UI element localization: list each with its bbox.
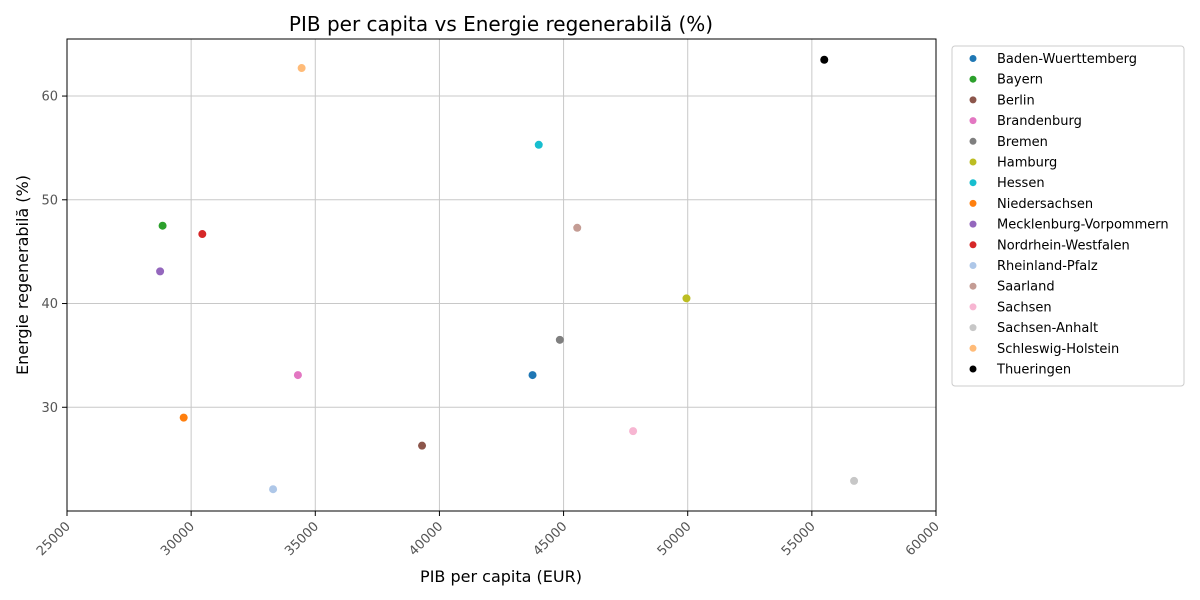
legend-entry: Nordrhein-Westfalen xyxy=(997,238,1130,253)
chart-title: PIB per capita vs Energie regenerabilă (… xyxy=(289,12,713,36)
legend-marker xyxy=(969,75,977,83)
x-tick-label: 50000 xyxy=(655,519,695,559)
legend-marker xyxy=(969,55,977,62)
x-axis-ticks: 25000 30000 35000 40000 45000 50000 55000 60000 xyxy=(34,511,943,559)
x-tick-label: 45000 xyxy=(531,519,571,559)
grid-lines xyxy=(66,39,937,511)
legend-entry: Berlin xyxy=(997,93,1035,108)
y-tick-label: 30 xyxy=(41,401,58,416)
legend-entry: Sachsen-Anhalt xyxy=(997,321,1098,336)
legend-entry: Baden-Wuerttemberg xyxy=(997,52,1137,67)
legend-entry: Bayern xyxy=(997,73,1043,88)
data-point xyxy=(198,230,207,239)
legend-marker xyxy=(969,220,977,228)
y-tick-label: 40 xyxy=(41,297,58,312)
legend-entry: Hamburg xyxy=(997,156,1057,171)
data-point xyxy=(158,221,167,230)
y-axis-label: Energie regenerabilă (%) xyxy=(13,175,32,375)
legend-marker xyxy=(969,199,977,207)
legend-marker xyxy=(969,365,977,373)
legend-marker xyxy=(969,117,977,125)
x-tick-label: 30000 xyxy=(158,519,198,559)
legend-marker xyxy=(969,241,977,249)
legend: Baden-Wuerttemberg Bayern Berlin Brandenbur… xyxy=(951,45,1185,387)
data-points xyxy=(156,55,859,494)
data-point xyxy=(269,485,278,494)
x-tick-label: 25000 xyxy=(34,519,74,559)
data-point xyxy=(555,335,564,344)
x-tick-label: 40000 xyxy=(406,519,446,559)
y-tick-label: 50 xyxy=(41,193,58,208)
legend-entry: Rheinland-Pfalz xyxy=(997,259,1098,274)
data-point xyxy=(820,55,829,64)
legend-entry: Sachsen xyxy=(997,300,1052,315)
legend-marker xyxy=(969,137,977,145)
legend-entry: Mecklenburg-Vorpommern xyxy=(997,218,1169,233)
x-axis-label: PIB per capita (EUR) xyxy=(420,567,582,586)
data-point xyxy=(682,294,691,303)
legend-marker xyxy=(969,303,977,311)
data-point xyxy=(418,441,427,450)
x-tick-label: 55000 xyxy=(779,519,819,559)
data-point xyxy=(629,427,638,436)
data-point xyxy=(293,371,302,380)
legend-entry: Thueringen xyxy=(996,363,1071,378)
y-axis-ticks: 30 40 50 60 xyxy=(41,90,67,416)
legend-entry: Niedersachsen xyxy=(997,197,1093,212)
legend-entry: Brandenburg xyxy=(997,114,1082,129)
legend-entry: Saarland xyxy=(997,280,1055,295)
legend-marker xyxy=(969,344,977,352)
legend-entry: Bremen xyxy=(997,135,1048,150)
legend-marker xyxy=(969,179,977,187)
legend-marker xyxy=(969,282,977,290)
y-tick-label: 60 xyxy=(41,90,58,105)
legend-marker xyxy=(969,96,977,104)
data-point xyxy=(179,413,188,422)
x-tick-label: 60000 xyxy=(903,519,943,559)
legend-marker xyxy=(969,324,977,332)
data-point xyxy=(528,371,537,380)
legend-marker xyxy=(969,158,977,166)
data-point xyxy=(297,64,306,73)
legend-entry: Schleswig-Holstein xyxy=(997,342,1119,357)
plot-frame xyxy=(66,38,937,512)
data-point xyxy=(534,140,543,149)
legend-entry: Hessen xyxy=(997,176,1045,191)
legend-frame xyxy=(951,45,1185,387)
data-point xyxy=(850,476,859,485)
data-point xyxy=(156,267,165,276)
x-tick-label: 35000 xyxy=(282,519,322,559)
legend-marker xyxy=(969,262,977,269)
data-point xyxy=(573,223,582,232)
